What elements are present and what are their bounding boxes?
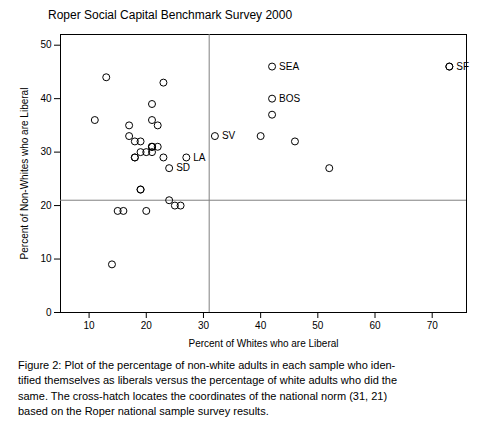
svg-text:SF: SF [456,61,469,72]
html-text:based on the Roper national sa: based on the Roper national sample surve… [18,405,269,418]
svg-text:SV: SV [222,130,236,141]
html-text:tified themselves as liberals: tified themselves as liberals versus the… [18,374,398,387]
svg-text:20: 20 [40,200,52,211]
svg-text:50: 50 [312,320,324,331]
svg-text:0: 0 [46,307,52,318]
svg-text:40: 40 [255,320,267,331]
svg-text:10: 10 [40,253,52,264]
html-text:same. The cross-hatch locates: same. The cross-hatch locates the coordi… [18,389,388,402]
svg-text:20: 20 [141,320,153,331]
svg-text:Percent of Non-Whites who are: Percent of Non-Whites who are Liberal [19,88,30,260]
svg-text:30: 30 [198,320,210,331]
html-text:Figure 2: Plot of the percenta: Figure 2: Plot of the percentage of non-… [18,359,396,371]
svg-text:SD: SD [176,162,190,173]
svg-text:LA: LA [193,152,206,163]
svg-text:60: 60 [369,320,381,331]
svg-text:10: 10 [84,320,96,331]
svg-text:50: 50 [40,39,52,50]
svg-text:BOS: BOS [279,93,300,104]
svg-text:Percent of Whites who are Libe: Percent of Whites who are Liberal [188,338,338,349]
svg-text:SEA: SEA [279,61,299,72]
svg-text:40: 40 [40,93,52,104]
html-text:Roper Social Capital Benchmark: Roper Social Capital Benchmark Survey 20… [48,8,293,22]
svg-text:70: 70 [427,320,439,331]
svg-text:30: 30 [40,146,52,157]
